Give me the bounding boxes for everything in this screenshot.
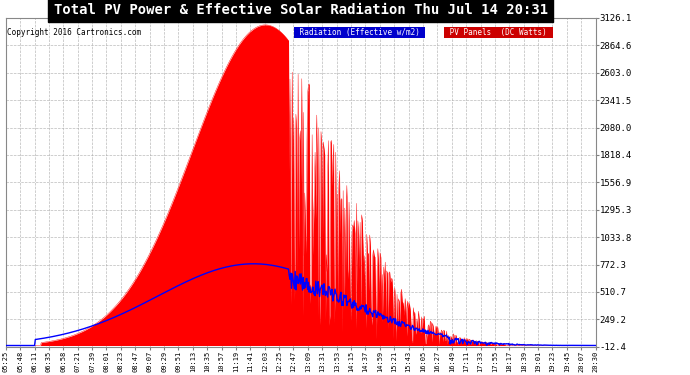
Text: PV Panels  (DC Watts): PV Panels (DC Watts) (445, 28, 551, 37)
Text: Radiation (Effective w/m2): Radiation (Effective w/m2) (295, 28, 424, 37)
Text: Copyright 2016 Cartronics.com: Copyright 2016 Cartronics.com (7, 28, 141, 37)
Title: Total PV Power & Effective Solar Radiation Thu Jul 14 20:31: Total PV Power & Effective Solar Radiati… (54, 3, 548, 17)
